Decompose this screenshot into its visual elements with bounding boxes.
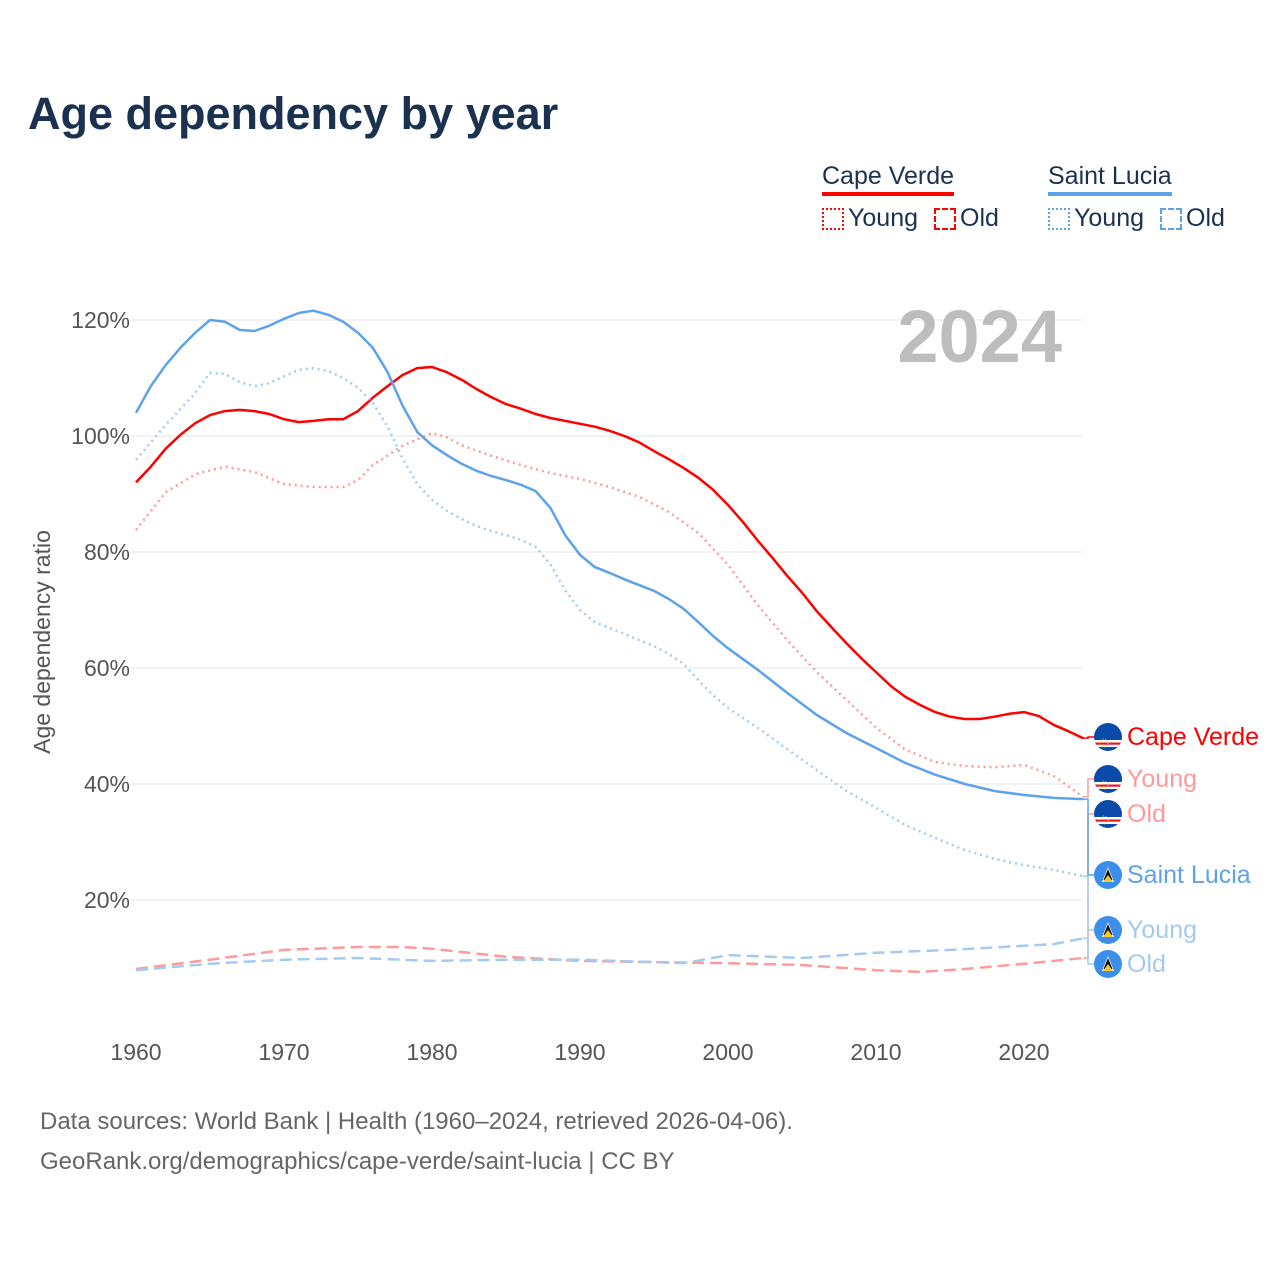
y-tick-label: 40% bbox=[84, 771, 130, 797]
legend-country-label: Saint Lucia bbox=[1048, 162, 1172, 196]
end-label: Saint Lucia bbox=[1127, 861, 1251, 889]
legend-item-old: Old bbox=[1160, 204, 1225, 233]
x-tick-label: 1970 bbox=[258, 1039, 309, 1065]
y-tick-label: 120% bbox=[71, 307, 130, 333]
footer-sources: Data sources: World Bank | Health (1960–… bbox=[40, 1108, 793, 1135]
dotted-swatch-icon bbox=[1048, 207, 1070, 230]
series-line-cape-verde-young bbox=[135, 431, 1084, 798]
x-tick-label: 2000 bbox=[702, 1039, 753, 1065]
end-label: Old bbox=[1127, 800, 1166, 828]
dashed-swatch-icon bbox=[1160, 207, 1182, 230]
cape-verde-flag-icon bbox=[1094, 765, 1122, 793]
end-label: Young bbox=[1127, 765, 1197, 793]
series-line-saint-lucia-old bbox=[135, 937, 1084, 972]
legend-country-label: Cape Verde bbox=[822, 162, 955, 196]
legend-item-old: Old bbox=[934, 204, 999, 233]
end-label: Young bbox=[1127, 916, 1197, 944]
dashed-swatch-icon bbox=[934, 207, 956, 230]
series-line-cape-verde-old bbox=[135, 945, 1084, 974]
legend-item-young: Young bbox=[1048, 204, 1144, 233]
x-tick-label: 2020 bbox=[998, 1039, 1049, 1065]
footer-link[interactable]: GeoRank.org/demographics/cape-verde/sain… bbox=[40, 1148, 675, 1175]
x-tick-label: 1990 bbox=[554, 1039, 605, 1065]
x-tick-label: 1960 bbox=[110, 1039, 161, 1065]
label-connector bbox=[1083, 778, 1094, 798]
series-line-saint-lucia bbox=[134, 309, 1084, 801]
series-line-saint-lucia-young bbox=[135, 366, 1084, 878]
label-connector bbox=[1083, 736, 1094, 739]
legend-cape-verde: Cape Verde Young Old bbox=[822, 162, 999, 233]
legend-item-label: Old bbox=[1186, 204, 1225, 232]
label-connector bbox=[1083, 875, 1094, 931]
y-tick-label: 80% bbox=[84, 539, 130, 565]
chart-title: Age dependency by year bbox=[28, 88, 559, 139]
x-tick-label: 2010 bbox=[850, 1039, 901, 1065]
cape-verde-flag-icon bbox=[1094, 800, 1122, 828]
y-tick-label: 20% bbox=[84, 887, 130, 913]
legend-item-label: Young bbox=[848, 204, 918, 232]
label-connector bbox=[1083, 937, 1094, 965]
saint-lucia-flag-icon bbox=[1094, 861, 1122, 889]
end-label: Old bbox=[1127, 950, 1166, 978]
y-tick-label: 100% bbox=[71, 423, 130, 449]
label-connector bbox=[1083, 798, 1094, 876]
cape-verde-flag-icon bbox=[1094, 723, 1122, 751]
legend-item-label: Old bbox=[960, 204, 999, 232]
y-tick-label: 60% bbox=[84, 655, 130, 681]
legend-item-young: Young bbox=[822, 204, 918, 233]
y-axis-label: Age dependency ratio bbox=[29, 530, 55, 754]
legend-item-label: Young bbox=[1074, 204, 1144, 232]
legend-saint-lucia: Saint Lucia Young Old bbox=[1048, 162, 1225, 233]
series-line-cape-verde bbox=[135, 365, 1084, 740]
saint-lucia-flag-icon bbox=[1094, 950, 1122, 978]
end-label: Cape Verde bbox=[1127, 723, 1259, 751]
x-tick-label: 1980 bbox=[406, 1039, 457, 1065]
dotted-swatch-icon bbox=[822, 207, 844, 230]
current-year-label: 2024 bbox=[897, 295, 1062, 378]
saint-lucia-flag-icon bbox=[1094, 916, 1122, 944]
